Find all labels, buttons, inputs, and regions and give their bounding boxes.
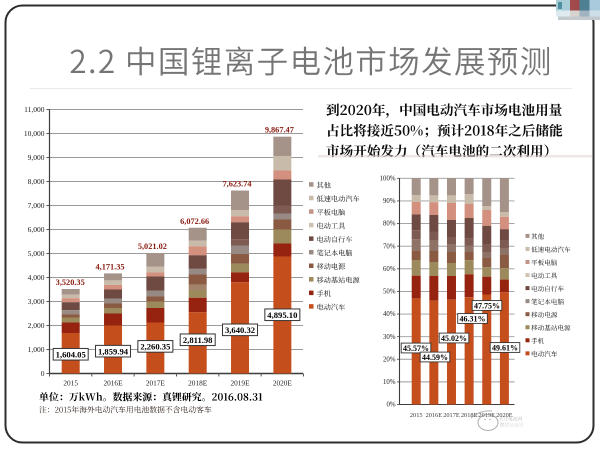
svg-text:2017E: 2017E [443,412,460,419]
svg-text:4,000: 4,000 [28,273,45,282]
svg-text:9,000: 9,000 [28,153,45,162]
svg-text:6,072.66: 6,072.66 [180,217,209,226]
svg-text:100%: 100% [380,176,396,183]
svg-text:90%: 90% [383,198,396,205]
svg-text:2018E: 2018E [188,379,208,388]
svg-text:2016E: 2016E [426,412,443,419]
svg-text:46.31%: 46.31% [460,314,486,323]
svg-text:1,604.05: 1,604.05 [56,349,86,359]
svg-text:70%: 70% [383,243,396,250]
svg-text:11,000: 11,000 [24,105,45,114]
svg-text:1,000: 1,000 [28,345,45,354]
svg-text:50%: 50% [383,289,396,296]
svg-text:4,171.35: 4,171.35 [96,262,125,271]
svg-text:2019E: 2019E [230,379,250,388]
svg-text:45.57%: 45.57% [403,344,429,353]
svg-text:2019E: 2019E [479,412,496,419]
svg-text:10,000: 10,000 [24,129,45,138]
svg-text:80%: 80% [383,221,396,228]
svg-text:2,000: 2,000 [28,321,45,330]
svg-text:30%: 30% [383,334,396,341]
svg-text:40%: 40% [383,311,396,318]
svg-text:1,859.94: 1,859.94 [98,346,129,356]
svg-text:5,021.02: 5,021.02 [138,242,167,251]
svg-text:45.02%: 45.02% [441,334,467,343]
svg-text:2016E: 2016E [103,379,123,388]
svg-text:2015: 2015 [63,379,78,388]
svg-text:9,867.47: 9,867.47 [265,126,294,135]
svg-text:2018E: 2018E [461,412,478,419]
svg-text:44.59%: 44.59% [422,353,448,362]
svg-text:7,623.74: 7,623.74 [222,180,251,189]
svg-text:2017E: 2017E [146,379,166,388]
svg-text:2015: 2015 [410,412,423,419]
svg-text:20%: 20% [383,356,396,363]
svg-text:60%: 60% [383,266,396,273]
svg-text:3,000: 3,000 [28,297,45,306]
svg-text:10%: 10% [383,379,396,386]
svg-text:47.75%: 47.75% [474,301,500,310]
svg-text:2,811.98: 2,811.98 [183,335,213,345]
svg-text:3,520.35: 3,520.35 [56,278,85,287]
svg-text:0: 0 [41,369,45,378]
svg-text:2020E: 2020E [273,379,293,388]
svg-text:7,000: 7,000 [28,201,45,210]
svg-text:4,895.10: 4,895.10 [267,310,297,320]
svg-text:49.61%: 49.61% [492,343,518,352]
svg-text:8,000: 8,000 [28,177,45,186]
svg-text:3,640.32: 3,640.32 [225,325,255,335]
svg-text:2020E: 2020E [496,412,513,419]
svg-text:2,260.35: 2,260.35 [140,341,170,351]
svg-text:0%: 0% [386,402,395,409]
svg-text:6,000: 6,000 [28,225,45,234]
svg-text:5,000: 5,000 [28,249,45,258]
